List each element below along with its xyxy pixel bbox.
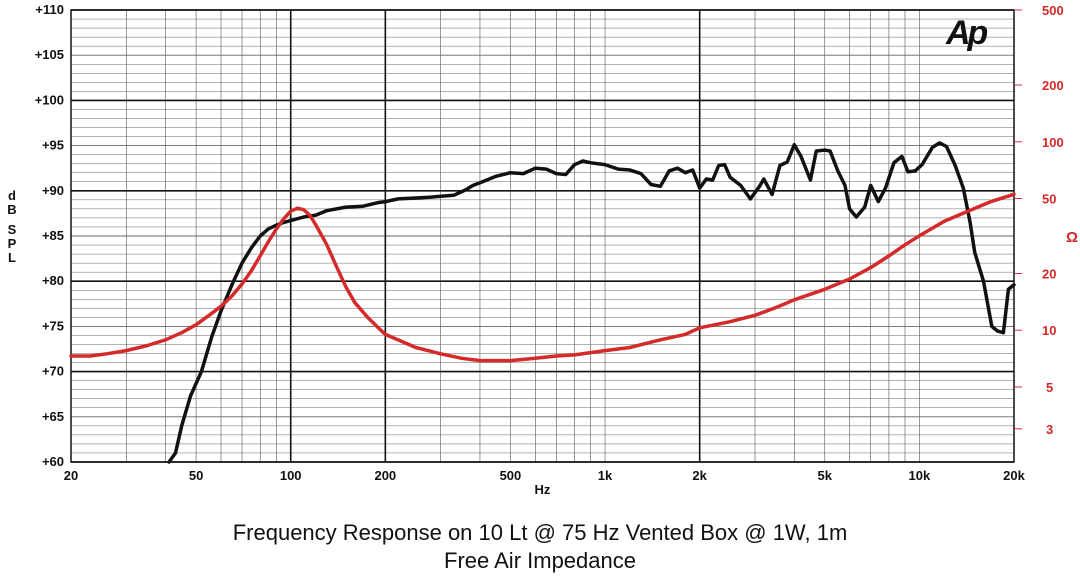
y-tick-label: +110 xyxy=(35,2,64,17)
x-tick-label: 50 xyxy=(189,468,203,483)
minor-grid xyxy=(70,10,1015,462)
y-tick-label: +65 xyxy=(42,409,64,424)
series-layer xyxy=(69,141,1016,464)
y-tick-label: +75 xyxy=(42,318,64,333)
right-tick-label: 3 xyxy=(1046,422,1053,437)
right-tick-label: 20 xyxy=(1042,267,1056,282)
y-tick-label: +85 xyxy=(42,228,64,243)
y-axis-label-char: B xyxy=(7,202,16,217)
x-tick-label: 2k xyxy=(692,468,707,483)
left-axis-ticks: +110 +105 +100 +95 +90 +85 +80 +75 +70 +65 +60 xyxy=(35,2,64,469)
right-axis-ticks: 500 200 100 50 20 10 5 3 xyxy=(1014,3,1064,437)
x-tick-label: 20 xyxy=(64,468,78,483)
plot-frame xyxy=(70,9,1015,463)
y-axis-label-char: S xyxy=(8,222,17,237)
x-tick-label: 200 xyxy=(374,468,396,483)
y-tick-label: +105 xyxy=(35,47,64,62)
right-tick-label: 100 xyxy=(1042,135,1064,150)
y-axis-label-char: P xyxy=(8,236,17,251)
x-tick-label: 20k xyxy=(1003,468,1025,483)
y-tick-label: +80 xyxy=(42,273,64,288)
right-tick-label: 500 xyxy=(1042,3,1064,18)
chart-subtitle: Free Air Impedance xyxy=(444,548,636,573)
y-tick-label: +100 xyxy=(35,92,64,107)
right-y-axis-label: Ω xyxy=(1066,229,1078,246)
y-tick-label: +70 xyxy=(42,364,64,379)
x-tick-label: 5k xyxy=(818,468,833,483)
right-tick-label: 50 xyxy=(1042,191,1056,206)
impedance-curve xyxy=(69,192,1016,363)
x-axis-ticks: 20 50 100 200 500 1k 2k 5k 10k 20k xyxy=(64,468,1026,483)
y-tick-label: +95 xyxy=(42,138,64,153)
x-tick-label: 10k xyxy=(909,468,931,483)
y-axis-label-char: L xyxy=(8,250,16,265)
x-axis-label: Hz xyxy=(535,482,551,497)
x-tick-label: 1k xyxy=(598,468,613,483)
y-axis-label-char: d xyxy=(8,188,16,203)
chart-title: Frequency Response on 10 Lt @ 75 Hz Vent… xyxy=(232,520,848,545)
x-tick-label: 500 xyxy=(500,468,522,483)
x-tick-label: 100 xyxy=(280,468,302,483)
right-tick-label: 10 xyxy=(1042,323,1056,338)
right-tick-label: 5 xyxy=(1046,380,1053,395)
y-tick-label: +60 xyxy=(42,454,64,469)
y-tick-label: +90 xyxy=(42,183,64,198)
right-tick-label: 200 xyxy=(1042,78,1064,93)
ap-logo: Ap xyxy=(945,14,988,52)
